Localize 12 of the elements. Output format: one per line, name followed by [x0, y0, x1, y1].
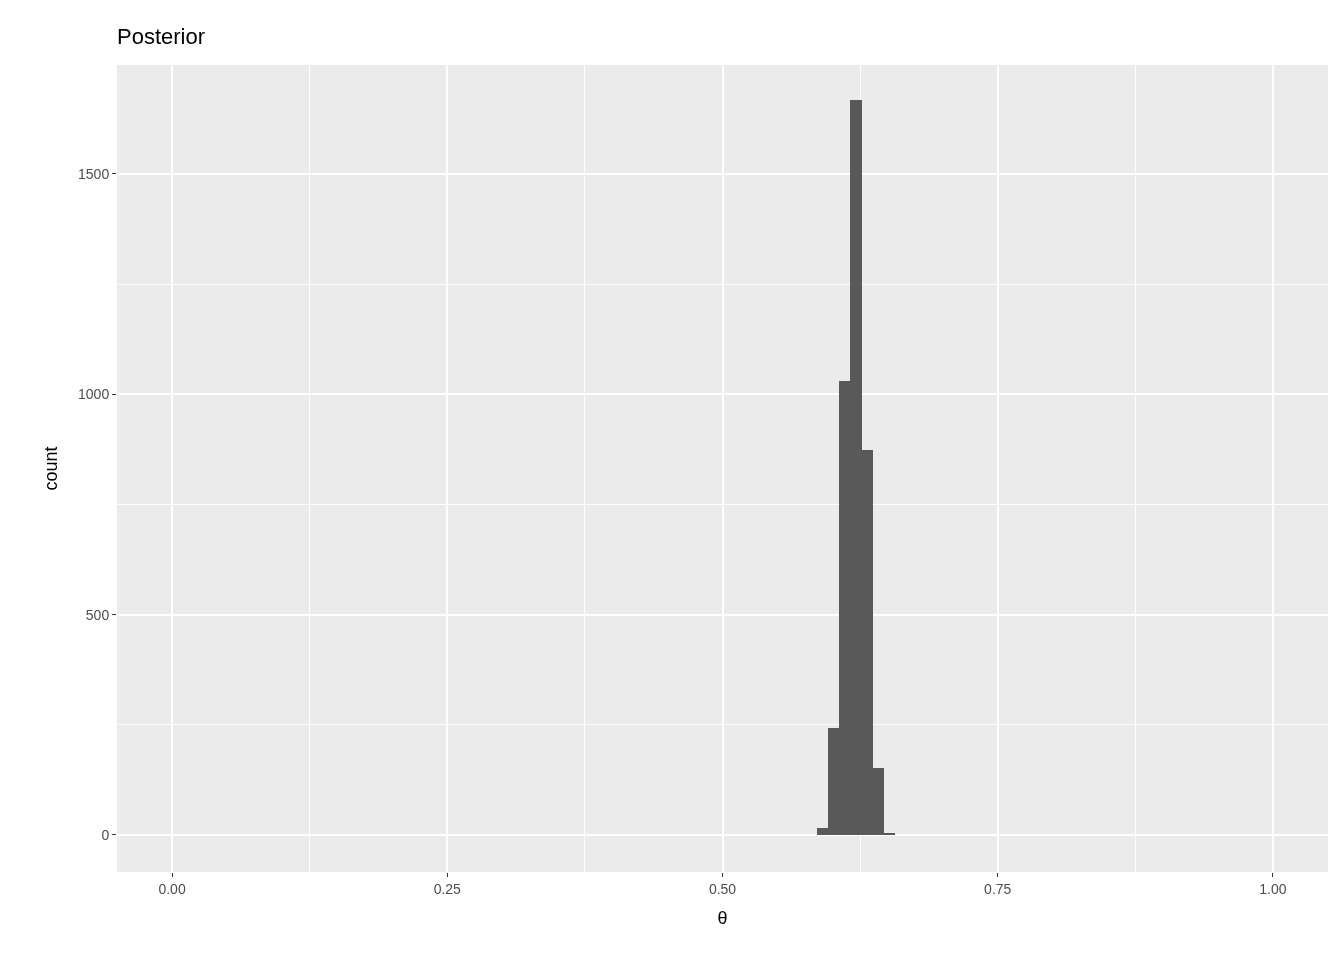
x-tick-label: 0.00: [158, 880, 186, 897]
x-tick-label: 1.00: [1259, 880, 1287, 897]
x-tick-label: 0.25: [433, 880, 462, 897]
y-tick-label: 0: [101, 826, 110, 843]
x-tick-label: 0.75: [984, 880, 1012, 897]
x-tick-label: 0.50: [708, 880, 737, 897]
y-tick-label: 1000: [78, 386, 110, 403]
y-axis-title: count: [41, 446, 62, 491]
y-tick-label: 1500: [78, 165, 110, 182]
y-tick-label: 500: [85, 606, 110, 623]
x-axis-title: θ: [717, 907, 728, 928]
chart-title: Posterior: [117, 24, 206, 50]
